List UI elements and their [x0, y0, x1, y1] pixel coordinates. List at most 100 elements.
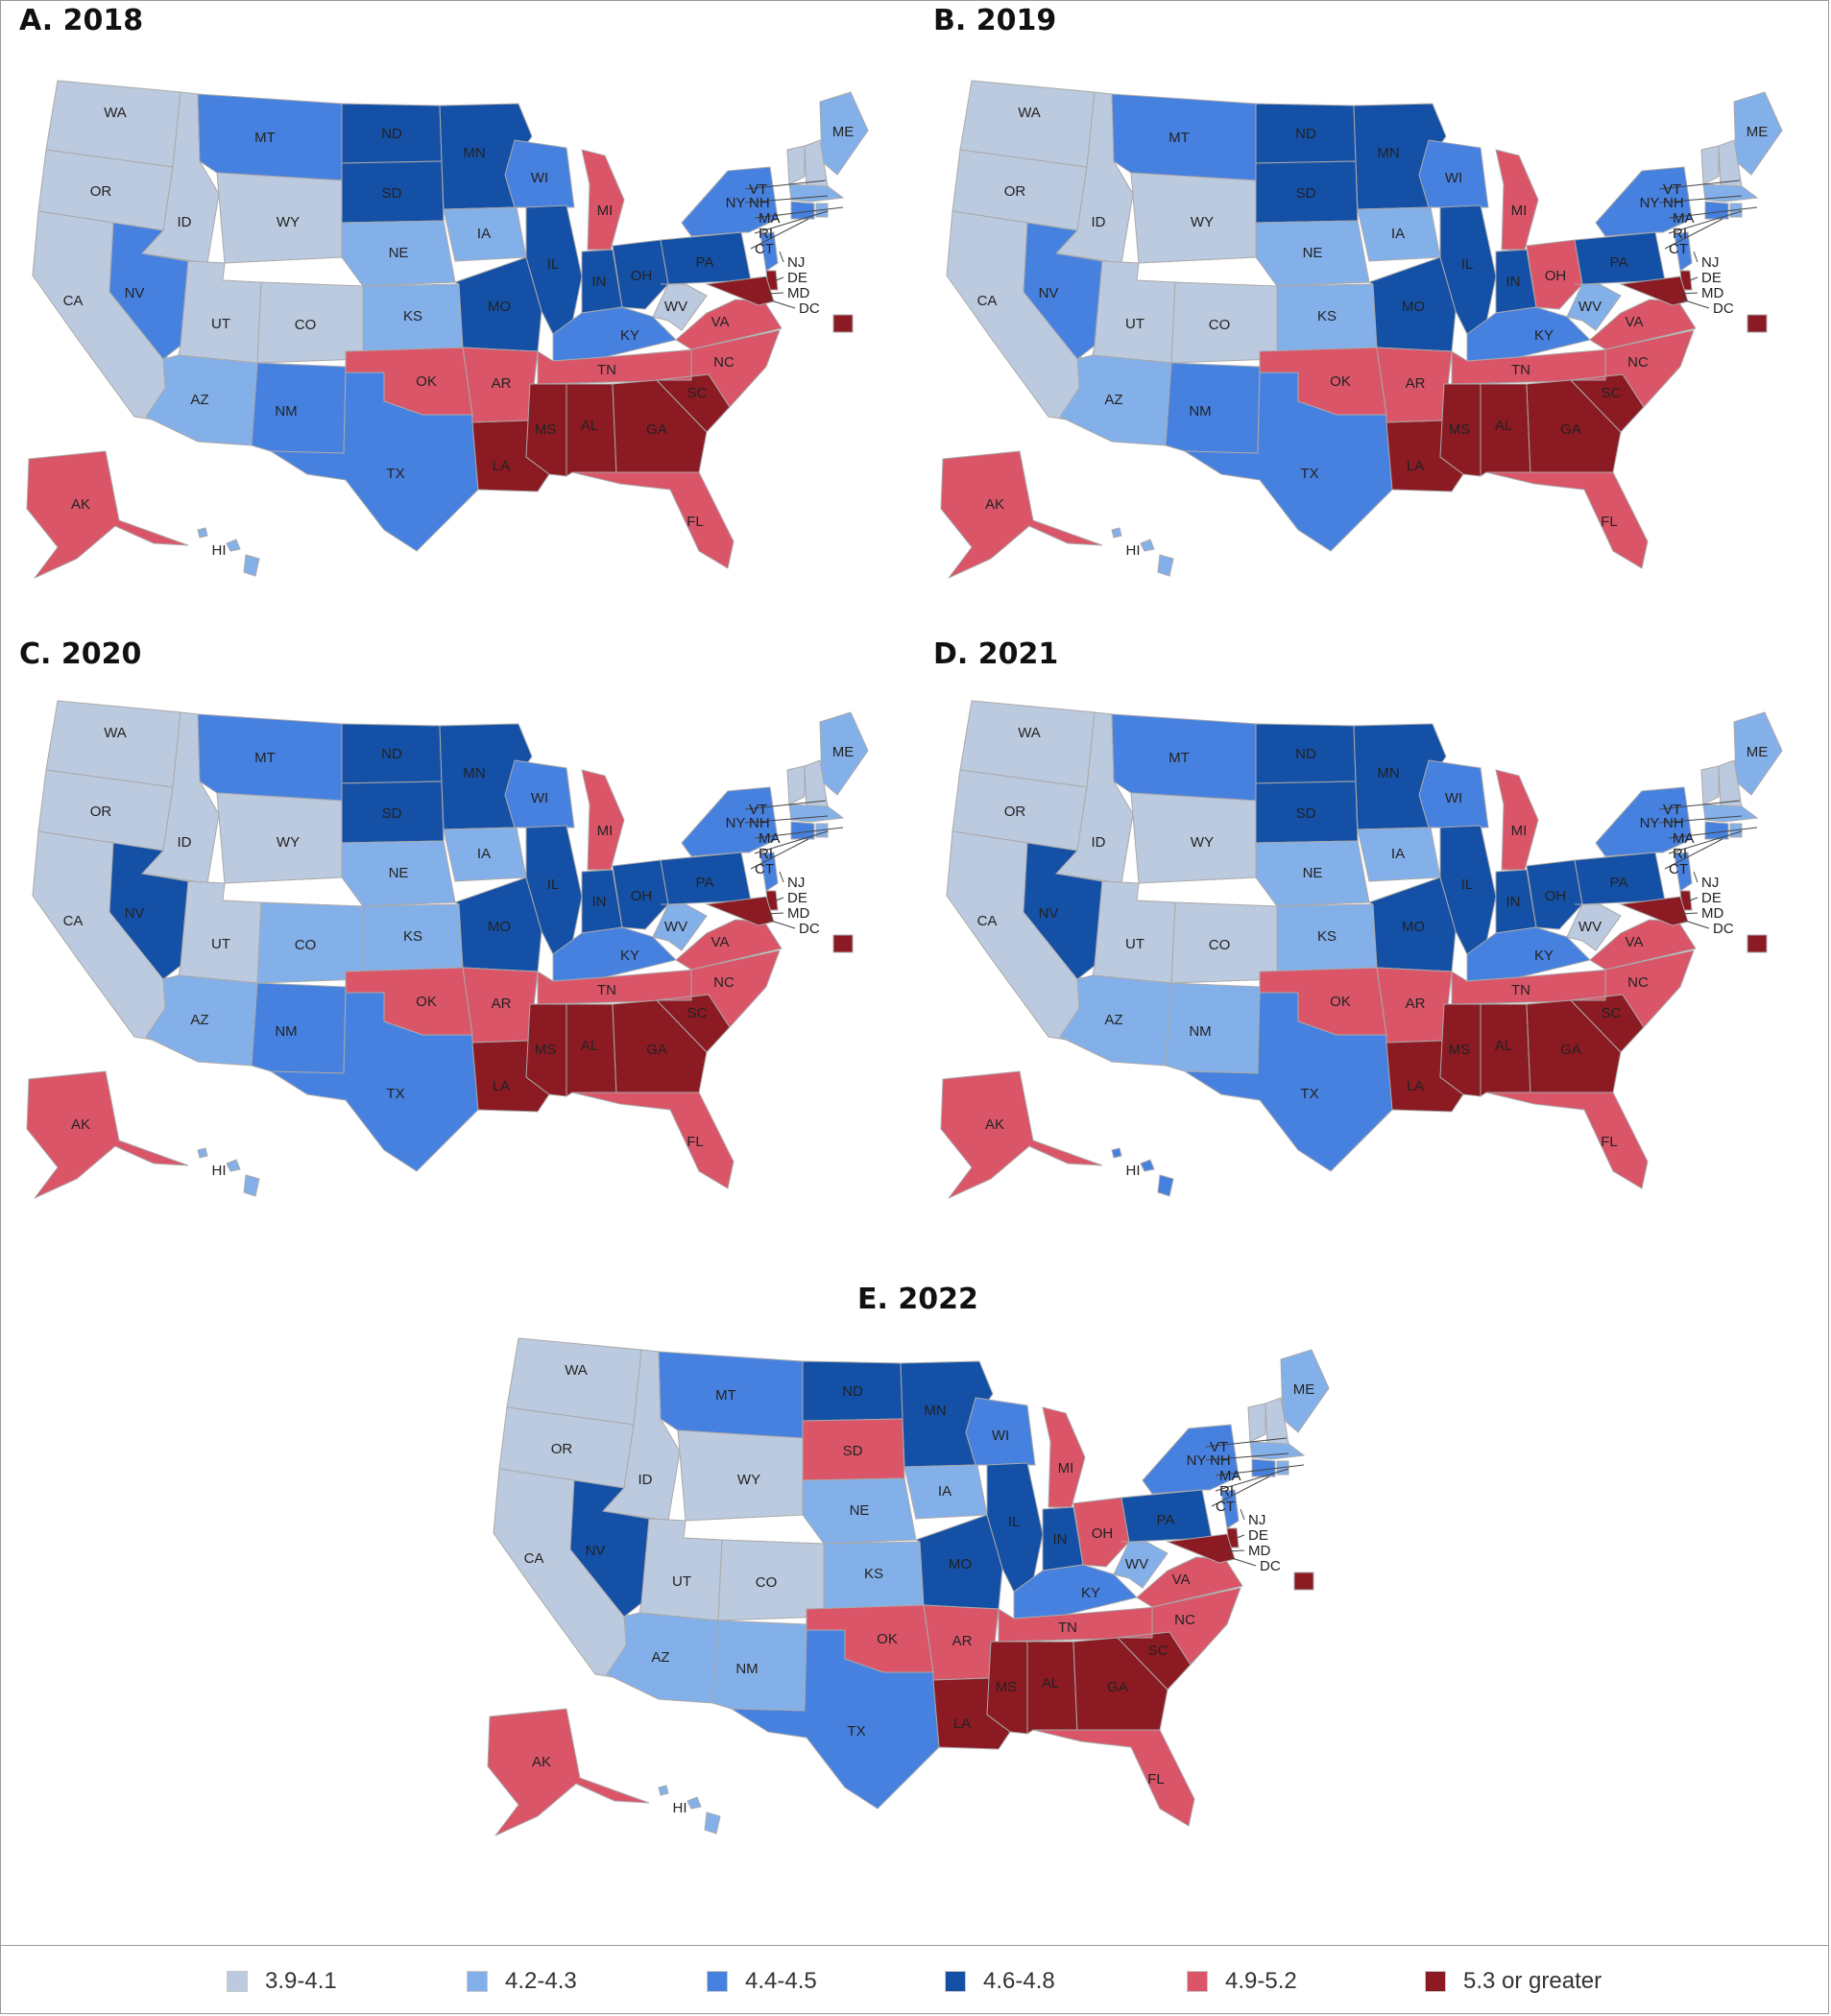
state-ne: [341, 220, 456, 287]
state-label-nj: NJ: [1701, 254, 1719, 271]
state-hi: [197, 1147, 260, 1197]
state-label-sc: SC: [687, 1005, 708, 1021]
state-label-sd: SD: [1296, 805, 1316, 822]
state-fl: [1485, 1092, 1649, 1189]
state-az: [1059, 354, 1172, 446]
state-label-ak: AK: [985, 1116, 1004, 1133]
leader-line-nj: [779, 871, 784, 883]
state-label-ky: KY: [1534, 327, 1554, 344]
state-label-az: AZ: [1104, 392, 1122, 408]
state-label-ri: RI: [759, 846, 773, 862]
state-label-nd: ND: [381, 126, 402, 142]
legend-label-1: 3.9-4.1: [265, 1968, 337, 1994]
leader-line-ma: [754, 206, 844, 219]
state-label-fl: FL: [1147, 1771, 1165, 1788]
legend-swatch-6: [1425, 1971, 1446, 1992]
state-wv: [652, 283, 708, 331]
state-label-mi: MI: [1511, 203, 1528, 219]
state-label-wy: WY: [277, 834, 300, 851]
state-ut: [638, 1518, 723, 1621]
legend-label-5: 4.9-5.2: [1225, 1968, 1297, 1994]
state-label-nc: NC: [713, 974, 735, 991]
state-label-pa: PA: [1157, 1512, 1175, 1528]
state-tx: [269, 992, 479, 1172]
state-label-mo: MO: [1402, 299, 1425, 315]
state-ms: [525, 1003, 567, 1097]
state-label-ks: KS: [864, 1566, 883, 1582]
state-label-nv: NV: [586, 1543, 606, 1559]
legend-label-3: 4.4-4.5: [745, 1968, 817, 1994]
leader-line-dc: [767, 919, 796, 929]
legend-swatch-2: [467, 1971, 488, 1992]
state-ny: [1595, 166, 1693, 237]
state-label-ne: NE: [389, 865, 409, 881]
state-ms: [1439, 383, 1482, 477]
state-label-de: DE: [787, 890, 807, 906]
state-label-nm: NM: [735, 1661, 758, 1677]
state-oh: [612, 239, 669, 310]
leader-line-de: [775, 897, 784, 901]
state-label-ma: MA: [1219, 1468, 1241, 1484]
state-nc: [656, 329, 781, 408]
state-label-az: AZ: [190, 392, 208, 408]
state-label-fl: FL: [1601, 1134, 1618, 1150]
state-label-id: ID: [638, 1472, 653, 1488]
state-nm: [1165, 362, 1261, 454]
state-label-mi: MI: [1511, 823, 1528, 839]
leader-line-dc: [1228, 1556, 1257, 1567]
legend-item-3: 4.4-4.5: [707, 1962, 817, 2001]
leader-line-ri: [1215, 1468, 1289, 1492]
state-label-nh: NH: [749, 195, 770, 211]
state-label-ca: CA: [977, 293, 998, 309]
state-ut: [1092, 260, 1176, 364]
state-dc: [1747, 934, 1768, 953]
state-md: [1619, 896, 1689, 926]
state-label-md: MD: [1701, 285, 1723, 301]
leader-line-ct: [1211, 1476, 1270, 1507]
state-label-ky: KY: [1081, 1585, 1100, 1601]
leader-line-md: [765, 912, 784, 915]
state-label-tn: TN: [1058, 1620, 1077, 1636]
legend-divider: [0, 1945, 1829, 1946]
leader-line-nj: [779, 251, 784, 263]
state-ne: [1255, 840, 1370, 907]
state-label-id: ID: [178, 214, 192, 230]
state-label-vt: VT: [1663, 181, 1681, 198]
state-label-ma: MA: [1673, 830, 1695, 847]
state-hi: [197, 527, 260, 577]
state-label-sc: SC: [1602, 385, 1622, 401]
state-label-oh: OH: [631, 888, 653, 904]
state-label-ca: CA: [63, 913, 84, 929]
state-label-pa: PA: [1610, 875, 1628, 891]
state-label-ok: OK: [1330, 994, 1351, 1010]
state-label-in: IN: [592, 274, 607, 290]
leader-line-ma: [1668, 827, 1758, 839]
state-label-dc: DC: [1713, 300, 1734, 317]
state-nc: [1570, 949, 1695, 1028]
state-label-mt: MT: [1168, 130, 1190, 146]
state-label-va: VA: [1626, 314, 1644, 330]
state-dc: [832, 934, 854, 953]
state-label-tx: TX: [386, 466, 404, 482]
state-label-tx: TX: [1300, 1086, 1318, 1102]
choropleth-map-2022: WA OR CA ID NV UT AZ MT WY CO NM ND SD NE KS OK TX MN IA MO…: [487, 1337, 1330, 1836]
leader-line-nh: [744, 815, 829, 824]
state-label-ky: KY: [1534, 948, 1554, 964]
state-mi: [1495, 149, 1539, 251]
state-label-ri: RI: [1219, 1483, 1234, 1500]
legend-item-5: 4.9-5.2: [1187, 1962, 1297, 2001]
state-label-ak: AK: [71, 1116, 90, 1133]
legend-swatch-5: [1187, 1971, 1208, 1992]
state-label-nh: NH: [1210, 1452, 1231, 1469]
state-label-oh: OH: [631, 268, 653, 284]
state-label-wv: WV: [664, 299, 687, 315]
state-oh: [1526, 239, 1583, 310]
leader-line-md: [765, 292, 784, 295]
state-label-ma: MA: [759, 830, 781, 847]
state-label-ri: RI: [1673, 226, 1687, 242]
state-label-nj: NJ: [787, 254, 805, 271]
state-label-me: ME: [1747, 744, 1769, 760]
state-fl: [1032, 1729, 1195, 1827]
state-label-wv: WV: [664, 919, 687, 935]
